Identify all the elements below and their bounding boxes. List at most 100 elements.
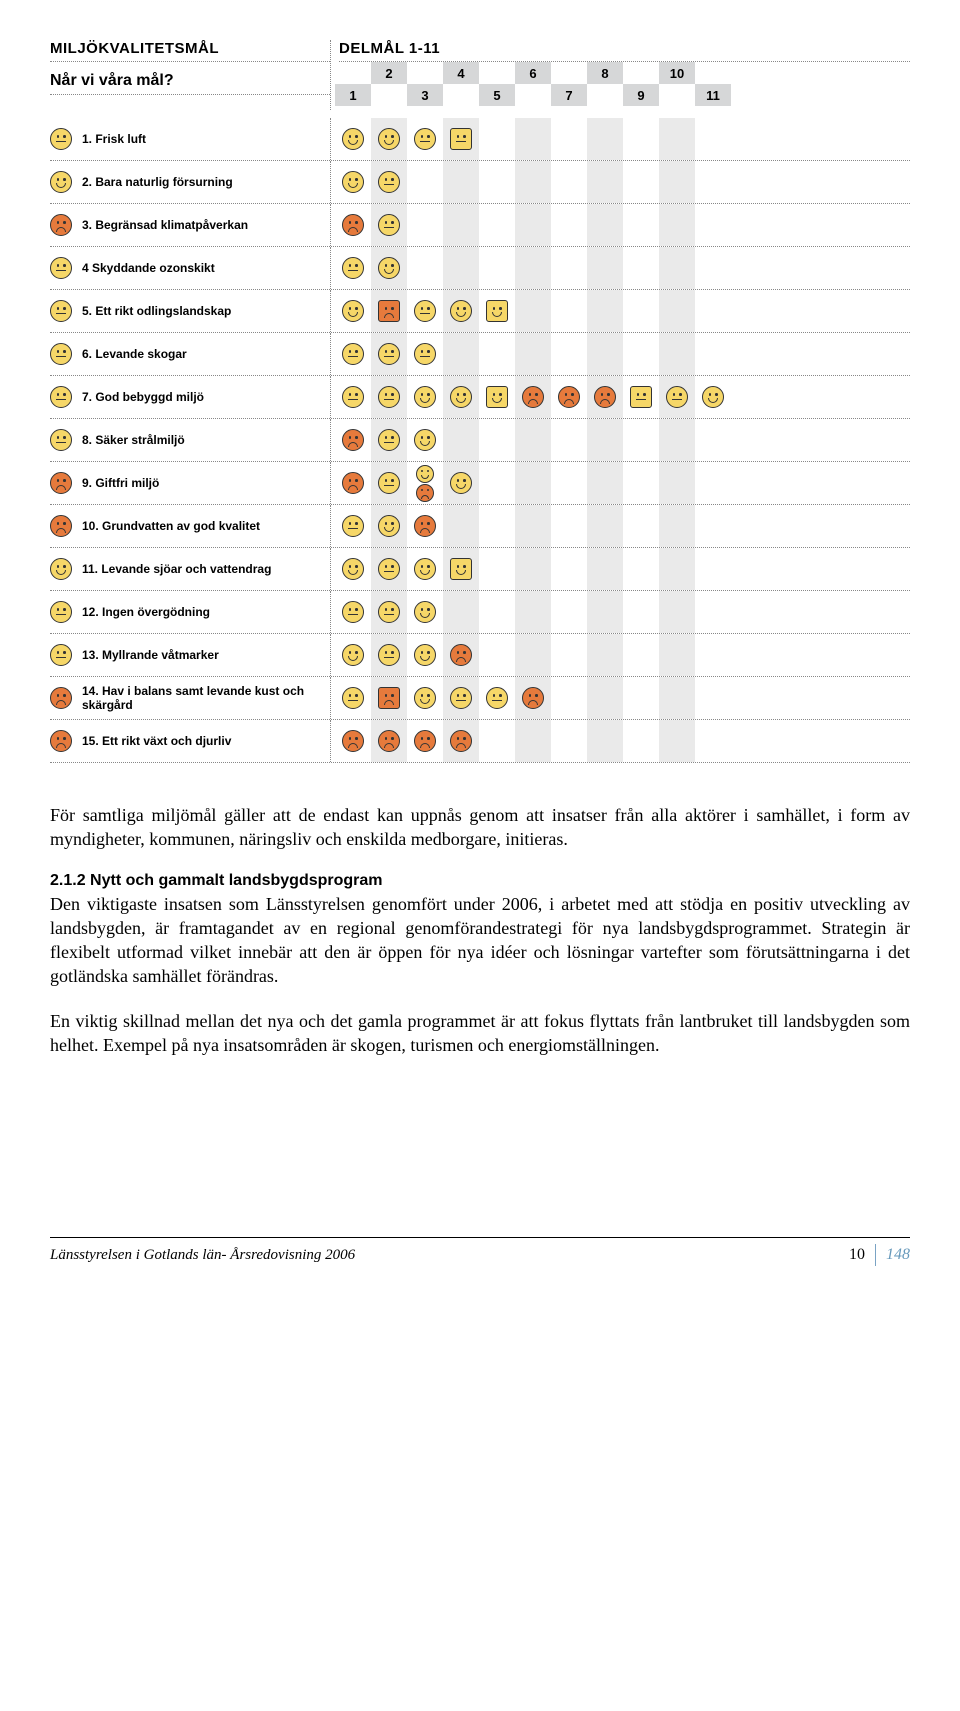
- neutral-face-icon: [378, 429, 400, 451]
- goal-row: 1. Frisk luft: [50, 118, 910, 161]
- neutral-face-icon: [50, 257, 72, 279]
- cell: [335, 687, 371, 709]
- happy-face-icon: [342, 171, 364, 193]
- cell: [335, 343, 371, 365]
- happy-face-icon: [414, 386, 436, 408]
- happy-face-icon: [416, 465, 434, 483]
- cell: [443, 644, 479, 666]
- neutral-face-icon: [342, 257, 364, 279]
- cell: [695, 386, 731, 408]
- sad-face-icon: [342, 214, 364, 236]
- goal-label: 7. God bebyggd miljö: [82, 390, 204, 404]
- neutral-face-icon: [378, 472, 400, 494]
- neutral-face-icon: [450, 687, 472, 709]
- cell: [335, 386, 371, 408]
- neutral-face-icon: [378, 386, 400, 408]
- neutral-face-icon: [342, 343, 364, 365]
- cell: [335, 558, 371, 580]
- goal-row: 3. Begränsad klimatpåverkan: [50, 204, 910, 247]
- happy-face-icon: [486, 300, 508, 322]
- cell: [407, 644, 443, 666]
- cell: [623, 386, 659, 408]
- goal-label: 2. Bara naturlig försurning: [82, 175, 233, 189]
- column-numbers: 246810 1357911: [335, 62, 910, 110]
- happy-face-icon: [378, 515, 400, 537]
- cell: [335, 257, 371, 279]
- goal-row: 9. Giftfri miljö: [50, 462, 910, 505]
- neutral-face-icon: [342, 386, 364, 408]
- sad-face-icon: [594, 386, 616, 408]
- cell: [335, 300, 371, 322]
- column-number: 1: [335, 84, 371, 106]
- goal-label: 5. Ett rikt odlingslandskap: [82, 304, 231, 318]
- cell: [371, 214, 407, 236]
- cell: [371, 386, 407, 408]
- goal-label: 3. Begränsad klimatpåverkan: [82, 218, 248, 232]
- sad-face-icon: [378, 687, 400, 709]
- goal-label: 13. Myllrande våtmarker: [82, 648, 219, 662]
- cell: [371, 429, 407, 451]
- neutral-face-icon: [378, 644, 400, 666]
- cell: [335, 730, 371, 752]
- sad-face-icon: [522, 386, 544, 408]
- goal-label: 10. Grundvatten av god kvalitet: [82, 519, 260, 533]
- sad-face-icon: [50, 687, 72, 709]
- cell: [407, 386, 443, 408]
- cell: [371, 300, 407, 322]
- cell: [335, 644, 371, 666]
- happy-face-icon: [342, 644, 364, 666]
- page-number: 10: [849, 1246, 865, 1264]
- happy-face-icon: [414, 558, 436, 580]
- goal-label: 11. Levande sjöar och vattendrag: [82, 562, 271, 576]
- goal-row: 4 Skyddande ozonskikt: [50, 247, 910, 290]
- cell: [371, 730, 407, 752]
- sad-face-icon: [416, 484, 434, 502]
- neutral-face-icon: [378, 343, 400, 365]
- cell: [371, 257, 407, 279]
- sad-face-icon: [50, 472, 72, 494]
- column-number: 11: [695, 84, 731, 106]
- column-number: 10: [659, 62, 695, 84]
- cell: [335, 171, 371, 193]
- neutral-face-icon: [414, 300, 436, 322]
- cell: [479, 386, 515, 408]
- neutral-face-icon: [50, 128, 72, 150]
- happy-face-icon: [450, 386, 472, 408]
- happy-face-icon: [414, 429, 436, 451]
- neutral-face-icon: [50, 601, 72, 623]
- neutral-face-icon: [666, 386, 688, 408]
- neutral-face-icon: [50, 386, 72, 408]
- goal-row: 12. Ingen övergödning: [50, 591, 910, 634]
- cell: [371, 558, 407, 580]
- section-heading: 2.1.2 Nytt och gammalt landsbygdsprogram: [50, 872, 910, 890]
- happy-face-icon: [50, 171, 72, 193]
- column-number: 5: [479, 84, 515, 106]
- cell: [371, 644, 407, 666]
- paragraph-1: För samtliga miljömål gäller att de enda…: [50, 803, 910, 852]
- sad-face-icon: [378, 730, 400, 752]
- cell: [551, 386, 587, 408]
- neutral-face-icon: [486, 687, 508, 709]
- neutral-face-icon: [450, 128, 472, 150]
- cell: [335, 429, 371, 451]
- cell: [407, 558, 443, 580]
- page-footer: Länsstyrelsen i Gotlands län- Årsredovis…: [50, 1237, 910, 1266]
- column-number: 9: [623, 84, 659, 106]
- cell: [407, 465, 443, 502]
- goal-row: 8. Säker strålmiljö: [50, 419, 910, 462]
- goal-row: 7. God bebyggd miljö: [50, 376, 910, 419]
- cell: [371, 601, 407, 623]
- happy-face-icon: [486, 386, 508, 408]
- environmental-goals-chart: MILJÖKVALITETSMÅL Når vi våra mål? DELMÅ…: [50, 40, 910, 763]
- sad-face-icon: [342, 429, 364, 451]
- sad-face-icon: [50, 730, 72, 752]
- neutral-face-icon: [342, 515, 364, 537]
- column-number: 8: [587, 62, 623, 84]
- cell: [443, 128, 479, 150]
- column-number: 7: [551, 84, 587, 106]
- cell: [407, 687, 443, 709]
- cell: [443, 386, 479, 408]
- happy-face-icon: [342, 558, 364, 580]
- sad-face-icon: [522, 687, 544, 709]
- chart-title-right: DELMÅL 1-11: [339, 40, 910, 62]
